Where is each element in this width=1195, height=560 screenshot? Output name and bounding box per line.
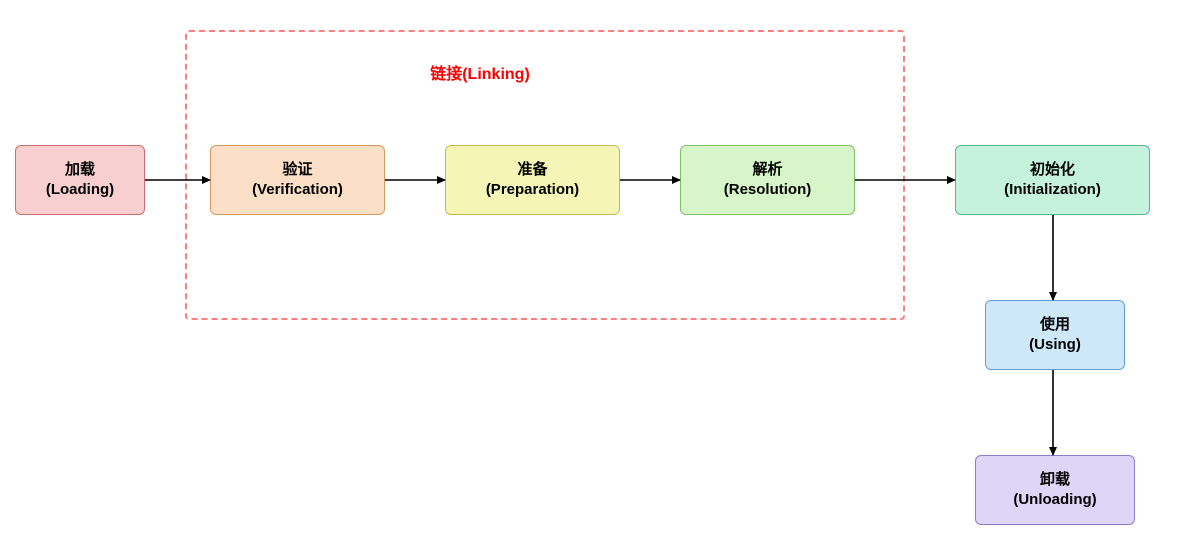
node-loading-en: (Loading) [46, 180, 114, 200]
node-resolution-en: (Resolution) [724, 180, 812, 200]
node-preparation-zh: 准备 [517, 160, 547, 180]
node-verification: 验证 (Verification) [210, 145, 385, 215]
linking-group-title-text: 链接(Linking) [430, 66, 530, 83]
node-preparation: 准备 (Preparation) [445, 145, 620, 215]
node-verification-en: (Verification) [252, 180, 343, 200]
node-initialization-zh: 初始化 [1030, 160, 1075, 180]
flowchart-canvas: 链接(Linking) 加载 (Loading) 验证 (Verificatio… [0, 0, 1195, 560]
node-initialization-en: (Initialization) [1004, 180, 1101, 200]
node-loading-zh: 加载 [65, 160, 95, 180]
node-resolution-zh: 解析 [752, 160, 782, 180]
node-verification-zh: 验证 [282, 160, 312, 180]
node-using-zh: 使用 [1040, 315, 1070, 335]
node-using-en: (Using) [1029, 335, 1081, 355]
node-unloading-en: (Unloading) [1013, 490, 1096, 510]
linking-group-title: 链接(Linking) [430, 60, 530, 84]
node-resolution: 解析 (Resolution) [680, 145, 855, 215]
node-unloading: 卸载 (Unloading) [975, 455, 1135, 525]
node-initialization: 初始化 (Initialization) [955, 145, 1150, 215]
node-using: 使用 (Using) [985, 300, 1125, 370]
node-loading: 加载 (Loading) [15, 145, 145, 215]
node-preparation-en: (Preparation) [486, 180, 579, 200]
node-unloading-zh: 卸载 [1040, 470, 1070, 490]
